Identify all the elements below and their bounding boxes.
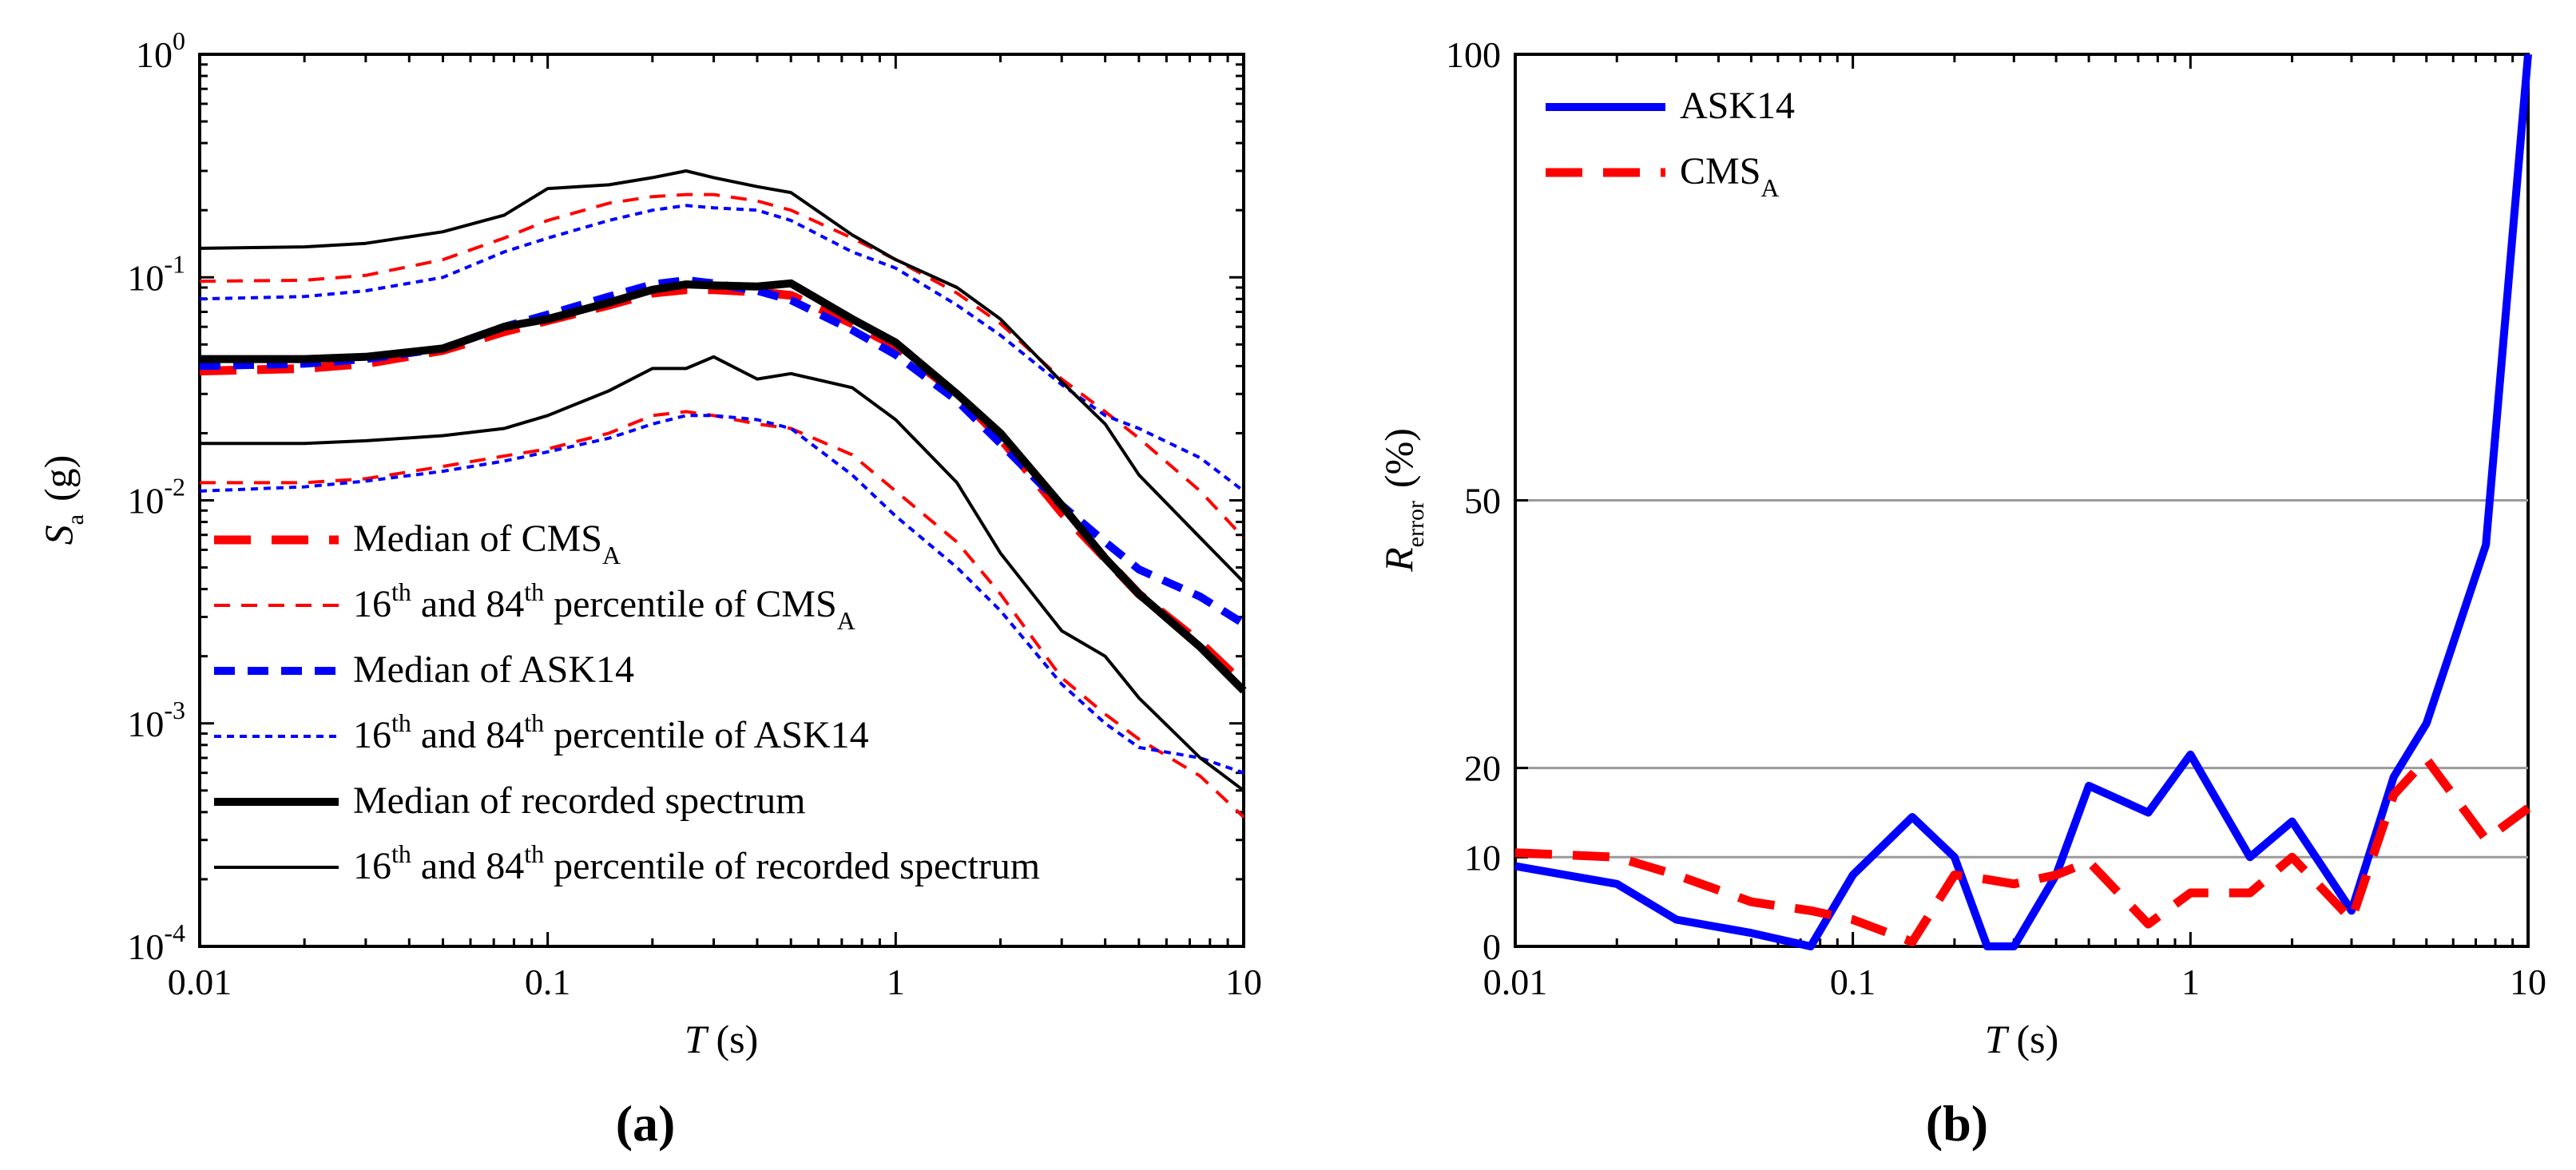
y-tick-label: 50 [1464, 481, 1501, 522]
legend-entry: Median of recorded spectrum [214, 779, 805, 822]
x-tick-label: 10 [1225, 962, 1262, 1002]
y-tick-label: 100 [136, 26, 185, 75]
legend-entry: Median of CMSA [214, 518, 621, 569]
y-tick-label: 10-1 [127, 249, 185, 298]
panel-b-y-tick-labels: 0 10 20 50 100 [1446, 34, 1501, 967]
legend-label: 16th and 84th percentile of recorded spe… [353, 839, 1040, 887]
x-tick-label: 0.1 [1830, 962, 1876, 1002]
panel-b-chart: 0.01 0.1 1 10 0 10 20 50 100 ASK14 CMSA T (s) Rer… [1376, 34, 2546, 1152]
panel-a-minor-ticks [198, 53, 1245, 948]
y-tick-label: 10 [1464, 837, 1501, 878]
series-line-p16-ask14 [199, 414, 1244, 775]
y-tick-label: 0 [1482, 926, 1501, 967]
legend-label: Median of ASK14 [353, 648, 634, 691]
legend-label: ASK14 [1680, 85, 1795, 127]
panel-a-legend: Median of CMSA 16th and 84th percentile o… [214, 518, 1040, 887]
y-tick-label: 10-2 [127, 473, 185, 522]
legend-label: Median of CMSA [353, 518, 621, 569]
panel-b-legend: ASK14 CMSA [1546, 85, 1795, 202]
panel-a-y-tick-labels: 100 10-1 10-2 10-3 10-4 [127, 26, 185, 967]
x-tick-label: 0.1 [525, 962, 571, 1002]
legend-label: 16th and 84th percentile of ASK14 [353, 708, 869, 756]
panel-a-series-group [199, 169, 1247, 819]
legend-entry: 16th and 84th percentile of CMSA [214, 577, 855, 635]
panel-a-plot-frame [198, 53, 1245, 948]
x-tick-label: 0.01 [1483, 962, 1548, 1002]
panel-b-series-group [1514, 54, 2532, 950]
series-line-p16-cms-a [200, 410, 1245, 819]
legend-label: 16th and 84th percentile of CMSA [353, 577, 855, 635]
panel-b-label: (b) [1926, 1095, 1988, 1152]
series-line-median-ask14 [199, 276, 1246, 628]
legend-entry: 16th and 84th percentile of recorded spe… [214, 839, 1040, 887]
panel-a-label: (a) [616, 1095, 676, 1152]
x-tick-label: 1 [2181, 962, 2200, 1002]
series-line-p16-recorded [200, 355, 1245, 792]
legend-entry: 16th and 84th percentile of ASK14 [214, 708, 869, 756]
legend-entry: CMSA [1546, 150, 1780, 202]
panel-b-y-axis-title: Rerror(%) [1376, 428, 1429, 573]
panel-a-y-axis-title: Sa(g) [36, 455, 89, 545]
x-tick-label: 1 [887, 962, 905, 1002]
x-tick-label: 0.01 [168, 962, 232, 1002]
series-line-p84-recorded [199, 169, 1245, 584]
y-tick-label: 10-3 [127, 696, 185, 744]
panel-b-x-axis-title: T (s) [1985, 1017, 2059, 1061]
panel-b-minor-ticks [1514, 53, 2530, 948]
legend-entry: Median of ASK14 [214, 648, 634, 691]
legend-label: Median of recorded spectrum [353, 779, 805, 822]
y-tick-label: 20 [1464, 748, 1501, 789]
panel-b-x-tick-labels: 0.01 0.1 1 10 [1483, 962, 2546, 1002]
series-line-median-recorded [200, 279, 1247, 694]
y-tick-label: 100 [1446, 34, 1501, 75]
series-line-p84-cms-a [199, 192, 1245, 539]
panel-a-chart: 0.01 0.1 1 10 100 10-1 10-2 10-3 10-4 Median of… [36, 26, 1262, 1152]
series-line-p84-ask14 [199, 204, 1245, 493]
legend-label: CMSA [1680, 150, 1780, 202]
series-line-cms-a [1514, 754, 2531, 946]
panel-b-gridlines [1515, 499, 2528, 859]
panel-a-x-tick-labels: 0.01 0.1 1 10 [168, 962, 1262, 1002]
panel-a-x-axis-title: T (s) [685, 1017, 759, 1061]
x-tick-label: 10 [2510, 962, 2546, 1002]
legend-entry: ASK14 [1546, 85, 1795, 127]
y-tick-label: 10-4 [127, 918, 185, 967]
